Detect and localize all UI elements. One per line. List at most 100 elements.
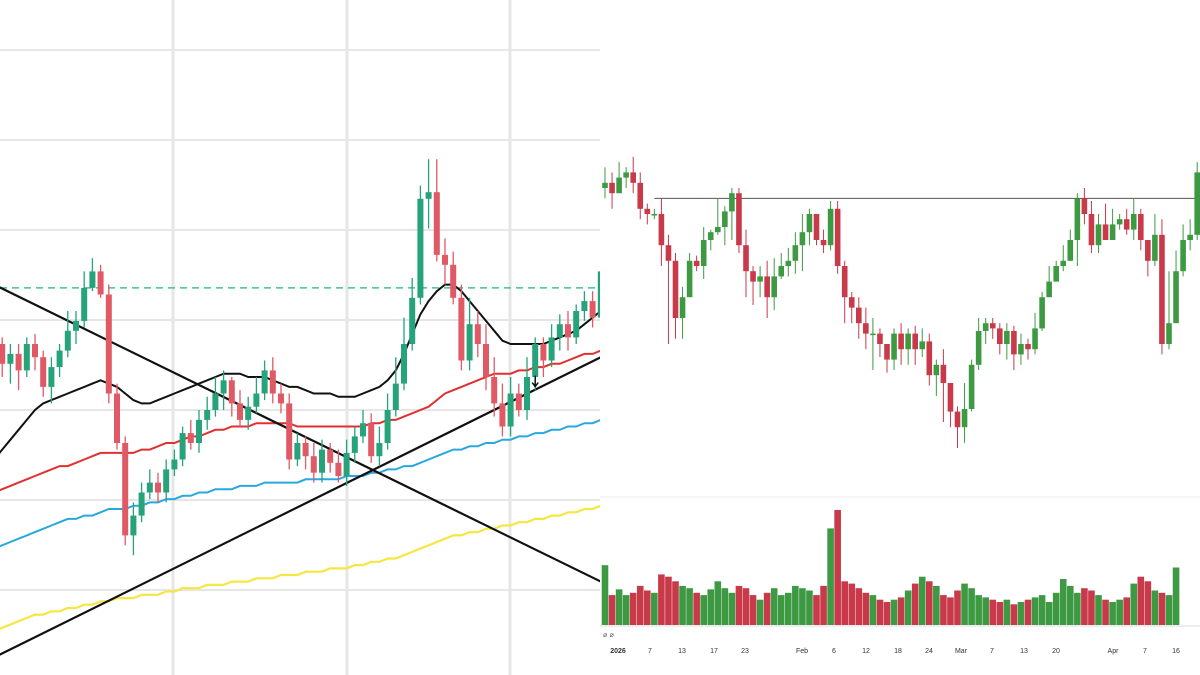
volume-bar-62 (1038, 595, 1046, 625)
candle-body-23 (764, 276, 770, 298)
candle-body-10 (73, 320, 79, 331)
x-tick-label-6: 6 (832, 648, 836, 655)
candle-body-38 (870, 333, 876, 336)
candle-body-21 (750, 271, 756, 282)
candle-body-57 (1004, 331, 1010, 344)
candle-body-8 (658, 214, 665, 246)
candle-body-2 (7, 353, 14, 364)
candle-body-68 (548, 337, 555, 361)
volume-bar-37 (862, 592, 870, 625)
candle-body-43 (343, 452, 350, 476)
candle-body-11 (81, 287, 88, 321)
candle-body-73 (1116, 219, 1123, 225)
candle-body-59 (1018, 344, 1024, 355)
candle-body-66 (532, 344, 539, 377)
candle-body-68 (1081, 198, 1088, 214)
candle-body-54 (433, 192, 440, 255)
candle-body-32 (253, 393, 260, 407)
candle-body-74 (597, 271, 600, 318)
candle-body-24 (187, 433, 194, 443)
x-tick-label-3: 17 (710, 648, 718, 655)
candle-body-77 (1145, 240, 1151, 261)
candle-body-35 (278, 393, 284, 404)
candle-body-56 (450, 264, 457, 298)
candle-body-40 (319, 449, 325, 473)
volume-bar-19 (735, 585, 743, 625)
candle-body-22 (757, 276, 763, 282)
volume-bar-46 (926, 581, 933, 625)
candle-body-26 (204, 410, 211, 420)
x-tick-label-14: Apr (1108, 648, 1120, 655)
candle-body-11 (679, 297, 686, 318)
trendline-0 (0, 286, 600, 583)
candle-body-39 (310, 456, 317, 473)
candle-body-57 (458, 297, 465, 361)
volume-bar-8 (658, 574, 665, 625)
candle-body-45 (360, 423, 366, 437)
candle-body-66 (1067, 240, 1074, 261)
candle-body-70 (1095, 224, 1102, 246)
volume-bar-52 (968, 588, 975, 625)
candle-body-46 (926, 341, 933, 376)
x-tick-label-16: 16 (1172, 648, 1180, 655)
volume-bar-7 (651, 592, 658, 625)
x-tick-label-2: 13 (678, 648, 686, 655)
volume-bar-38 (869, 595, 877, 625)
candle-body-48 (384, 410, 391, 443)
candle-body-47 (933, 364, 940, 376)
volume-bar-14 (700, 595, 707, 625)
x-tick-label-0: 2026 (610, 648, 626, 655)
candle-body-41 (891, 333, 897, 360)
candle-body-42 (335, 462, 342, 476)
x-tick-label-12: 13 (1020, 648, 1028, 655)
volume-bar-12 (686, 588, 693, 625)
candle-body-23 (179, 433, 186, 460)
candle-body-1 (0, 344, 6, 364)
volume-bar-53 (975, 595, 982, 625)
candle-body-5 (32, 344, 38, 358)
volume-bar-13 (693, 592, 700, 625)
candle-body-34 (269, 370, 276, 394)
volume-bar-17 (721, 588, 729, 625)
volume-bar-57 (1003, 599, 1011, 625)
volume-bar-43 (904, 590, 912, 625)
volume-bar-6 (644, 590, 651, 625)
candle-body-21 (163, 469, 170, 493)
x-tick-label-5: Feb (796, 648, 808, 655)
volume-bar-50 (954, 590, 961, 625)
candle-body-61 (491, 377, 498, 404)
ma-line-red (0, 349, 600, 492)
candle-body-50 (954, 411, 961, 428)
candle-body-79 (1159, 234, 1165, 344)
candle-body-54 (982, 323, 989, 331)
candle-body-45 (919, 341, 926, 350)
candle-body-7 (48, 367, 55, 387)
candle-body-28 (799, 232, 806, 246)
x-tick-label-1: 7 (648, 648, 652, 655)
candle-body-37 (863, 323, 869, 334)
volume-bar-23 (763, 592, 771, 625)
candle-body-31 (820, 240, 827, 246)
candle-body-83 (1187, 234, 1193, 240)
candle-body-20 (743, 245, 749, 272)
volume-bar-70 (1095, 595, 1102, 625)
candle-body-32 (827, 208, 834, 246)
volume-bar-18 (728, 592, 736, 625)
candle-body-33 (834, 208, 841, 266)
candle-body-2 (616, 177, 622, 194)
candle-body-17 (722, 211, 728, 227)
volume-bar-55 (989, 599, 997, 625)
x-tick-label-15: 7 (1143, 648, 1147, 655)
candle-body-58 (1011, 331, 1017, 355)
candle-body-52 (968, 364, 975, 409)
volume-bar-33 (834, 510, 841, 625)
candle-body-24 (771, 276, 777, 298)
candle-body-67 (540, 344, 547, 361)
x-tick-label-8: 18 (894, 648, 902, 655)
candle-body-84 (1194, 172, 1200, 235)
candle-body-63 (1046, 281, 1052, 298)
volume-bar-15 (707, 589, 715, 625)
candle-body-42 (898, 333, 904, 350)
candle-body-47 (376, 443, 383, 457)
